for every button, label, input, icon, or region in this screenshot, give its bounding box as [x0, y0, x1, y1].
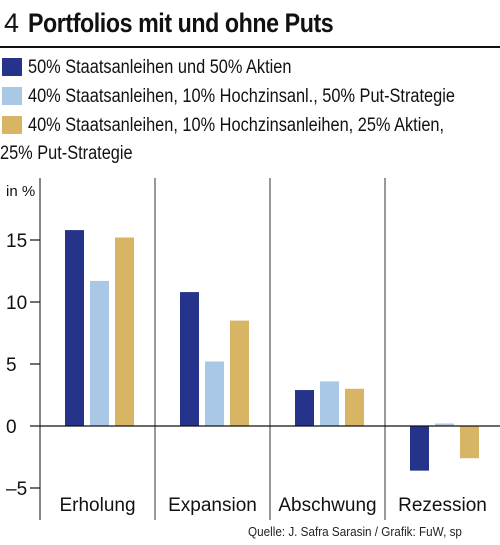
y-axis-label: in % — [6, 183, 35, 200]
chart-title: Portfolios mit und ohne Puts — [28, 8, 334, 38]
y-tick-label-2: 5 — [6, 355, 17, 376]
bar-chart: in % 15 10 5 0 –5 Erholung Expansion Abschwung Re… — [6, 178, 500, 520]
bar-rezession-series-1 — [410, 426, 429, 471]
y-tick-label-3: 0 — [6, 417, 17, 438]
bar-erholung-series-1 — [65, 230, 84, 426]
title-rule — [0, 46, 500, 48]
legend-label-series-3: 40% Staatsanleihen, 10% Hochzinsanleihen… — [28, 115, 445, 136]
x-tick-label-erholung: Erholung — [59, 495, 135, 516]
source-note: Quelle: J. Safra Sarasin / Grafik: FuW, … — [248, 524, 462, 539]
bar-erholung-series-3 — [115, 237, 134, 426]
legend-label-series-3-line-2: 25% Put-Strategie — [0, 143, 133, 164]
legend-swatch-series-2 — [2, 87, 22, 105]
bar-rezession-series-2 — [435, 423, 454, 426]
bar-abschwung-series-2 — [320, 381, 339, 426]
bar-abschwung-series-3 — [345, 388, 364, 426]
y-tick-label-4: –5 — [6, 479, 27, 500]
figure-number: 4 — [4, 8, 20, 38]
legend-label-series-2: 40% Staatsanleihen, 10% Hochzinsanl., 50… — [28, 86, 455, 107]
legend-swatch-series-3 — [2, 116, 22, 134]
bar-expansion-series-2 — [205, 361, 224, 426]
y-tick-label-0: 15 — [6, 231, 27, 252]
bar-abschwung-series-1 — [295, 390, 314, 426]
bar-expansion-series-3 — [230, 320, 249, 426]
y-tick-label-1: 10 — [6, 293, 27, 314]
x-tick-label-rezession: Rezession — [398, 495, 487, 516]
chart-header: 4 Portfolios mit und ohne Puts — [0, 0, 500, 48]
bar-erholung-series-2 — [90, 280, 109, 426]
x-tick-label-abschwung: Abschwung — [278, 495, 376, 516]
bar-rezession-series-3 — [460, 426, 479, 459]
legend-label-series-1: 50% Staatsanleihen und 50% Aktien — [28, 57, 292, 78]
legend-swatch-series-1 — [2, 58, 22, 76]
bar-expansion-series-1 — [180, 292, 199, 426]
x-tick-label-expansion: Expansion — [168, 495, 257, 516]
